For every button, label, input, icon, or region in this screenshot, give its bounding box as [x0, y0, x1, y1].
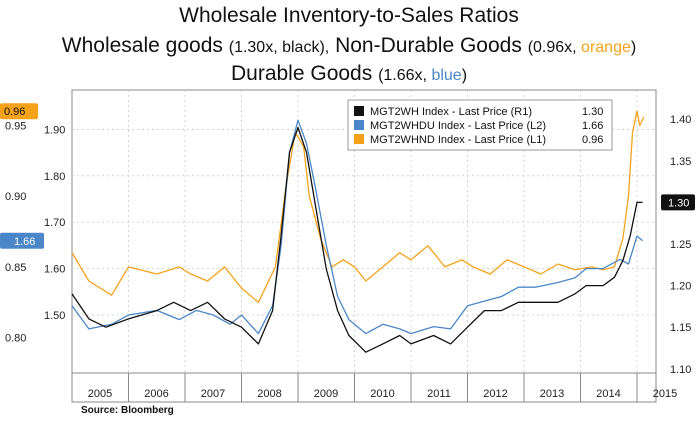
- legend-swatch: [354, 120, 364, 130]
- marker-wholesale: [661, 194, 695, 211]
- right-tick-label: 1.20: [670, 281, 691, 293]
- title-wholesale-goods: Wholesale goods: [61, 34, 223, 57]
- marker-wholesale-label: 1.30: [668, 197, 689, 209]
- x-tick-label: 2005: [88, 388, 112, 400]
- x-tick-label: 2006: [144, 388, 168, 400]
- left-outer-tick-label: 0.85: [5, 262, 26, 274]
- chart-title-line-1: Wholesale Inventory-to-Sales Ratios: [179, 4, 519, 27]
- legend-entry-value: 1.30: [582, 106, 603, 118]
- series-line-mgt2whnd-index: [71, 110, 645, 303]
- series-line-mgt2whdu-index: [71, 119, 644, 335]
- series-line-mgt2wh-index: [71, 126, 643, 353]
- legend-entry-value: 0.96: [582, 134, 603, 146]
- right-tick-label: 1.35: [670, 156, 691, 168]
- chart-title-line-3: Durable Goods (1.66x, blue): [0, 62, 698, 86]
- x-tick-label: 2015: [653, 388, 677, 400]
- right-tick-label: 1.40: [670, 114, 691, 126]
- x-tick-label: 2007: [201, 388, 225, 400]
- x-tick-label: 2011: [427, 388, 451, 400]
- x-tick-label: 2014: [596, 388, 620, 400]
- left-outer-tick-label: 0.90: [5, 191, 26, 203]
- marker-durable: [0, 232, 44, 249]
- left-inner-tick-label: 1.60: [44, 264, 65, 276]
- left-inner-tick-label: 1.70: [44, 217, 65, 229]
- x-tick-label: 2009: [314, 388, 338, 400]
- legend-entry-label: MGT2WHND Index - Last Price (L1): [370, 134, 546, 146]
- left-outer-tick-label: 0.80: [5, 333, 26, 345]
- right-tick-label: 1.25: [670, 239, 691, 251]
- left-inner-tick-label: 1.50: [44, 310, 65, 322]
- title-wholesale-note: (1.30x, black),: [228, 39, 330, 56]
- right-tick-label: 1.10: [670, 364, 691, 376]
- x-tick-label: 2010: [370, 388, 394, 400]
- chart-title-line-2: Wholesale goods (1.30x, black), Non-Dura…: [0, 34, 698, 58]
- x-tick-label: 2013: [540, 388, 564, 400]
- legend-swatch: [354, 106, 364, 116]
- title-non-durable: Non-Durable Goods: [335, 34, 522, 57]
- marker-non-durable: [0, 103, 38, 120]
- title-durable: Durable Goods: [230, 62, 373, 85]
- x-tick-label: 2012: [483, 388, 507, 400]
- x-tick-label: 2008: [257, 388, 281, 400]
- legend-entry-label: MGT2WH Index - Last Price (R1): [370, 106, 532, 118]
- source-note: Source: Bloomberg: [81, 405, 174, 416]
- legend-swatch: [354, 134, 364, 144]
- left-inner-tick-label: 1.80: [44, 171, 65, 183]
- title-durable-note: (1.66x, blue): [378, 67, 468, 84]
- right-tick-label: 1.15: [670, 322, 691, 334]
- marker-durable-label: 1.66: [14, 236, 35, 248]
- legend-entry-value: 1.66: [582, 120, 603, 132]
- legend-box: [347, 99, 613, 151]
- left-outer-tick-label: 0.95: [5, 120, 26, 132]
- marker-non-durable-label: 0.96: [4, 106, 25, 118]
- left-inner-tick-label: 1.90: [44, 124, 65, 136]
- title-non-durable-note: (0.96x, orange): [527, 39, 637, 56]
- legend-entry-label: MGT2WHDU Index - Last Price (L2): [370, 120, 546, 132]
